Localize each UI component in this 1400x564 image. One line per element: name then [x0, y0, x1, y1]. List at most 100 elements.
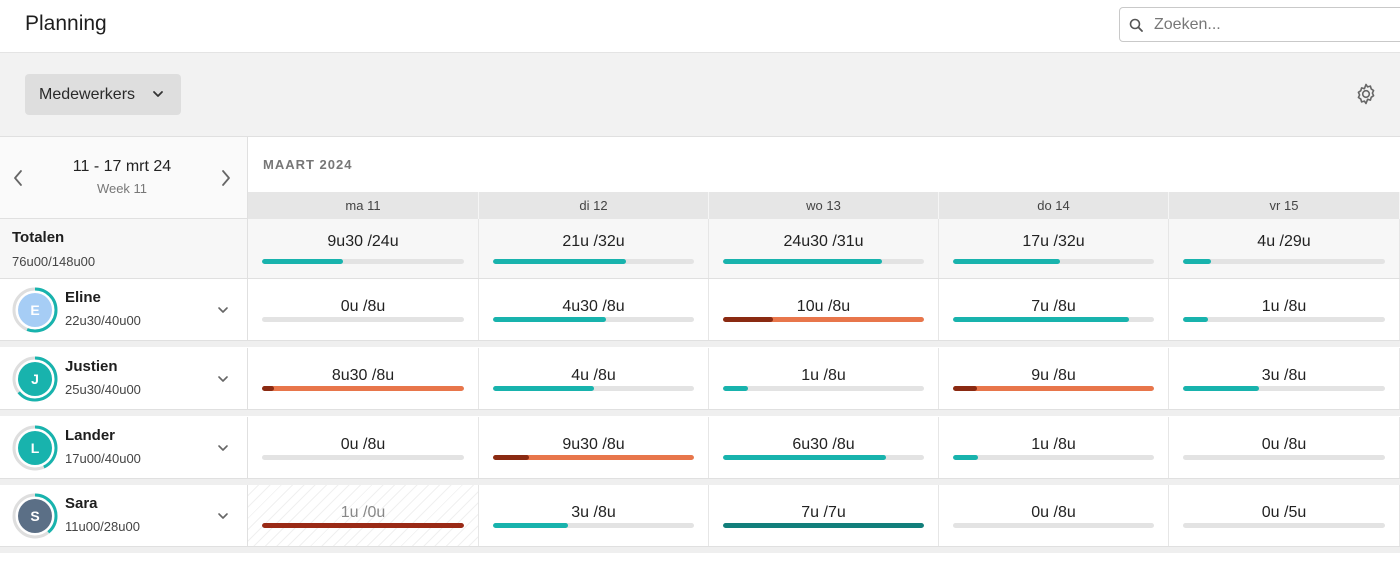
search-icon: [1129, 18, 1143, 32]
day-header: wo 13: [709, 192, 939, 219]
progress-fill: [953, 386, 1154, 391]
employee-name: Lander: [65, 427, 116, 444]
progress-fill: [723, 259, 882, 264]
avatar-circle: [18, 362, 52, 396]
row-separator: [0, 479, 1400, 485]
hours-text: 4u /8u: [571, 367, 616, 384]
toolbar: Medewerkers: [0, 53, 1400, 137]
day-cell[interactable]: 8u30 /8u: [248, 348, 479, 409]
day-cell[interactable]: 17u /32u: [939, 219, 1169, 278]
search-box[interactable]: [1119, 7, 1400, 42]
row-separator: [0, 341, 1400, 347]
progress-bar: [493, 455, 694, 460]
avatar: E: [12, 287, 58, 333]
progress-bar: [723, 386, 924, 391]
chevron-down-icon[interactable]: [217, 511, 229, 521]
day-cell[interactable]: 4u /29u: [1169, 219, 1400, 278]
day-cell[interactable]: 9u30 /24u: [248, 219, 479, 278]
avatar-ring-progress: [12, 356, 58, 402]
progress-bar: [723, 259, 924, 264]
progress-fill: [493, 317, 606, 322]
day-cell[interactable]: 10u /8u: [709, 279, 939, 340]
employee-hours: 25u30/40u00: [65, 382, 141, 397]
day-cell[interactable]: 7u /7u: [709, 485, 939, 546]
totals-row: Totalen 76u00/148u00 9u30 /24u 21u /32u 24…: [0, 219, 1400, 279]
day-cell[interactable]: 3u /8u: [1169, 348, 1400, 409]
progress-bar: [262, 523, 464, 528]
overtime-fill: [723, 317, 774, 322]
day-cell[interactable]: 3u /8u: [479, 485, 709, 546]
progress-fill: [1183, 386, 1259, 391]
day-cell[interactable]: 0u /8u: [1169, 417, 1400, 478]
overtime-fill: [493, 455, 530, 460]
chevron-down-icon[interactable]: [217, 305, 229, 315]
hours-text: 1u /8u: [1031, 436, 1076, 453]
chevron-down-icon[interactable]: [217, 374, 229, 384]
employee-row: L Lander 17u00/40u00 0u /8u 9u30 /8u 6u30 /8u…: [0, 417, 1400, 479]
overtime-fill: [953, 386, 978, 391]
employee-row: J Justien 25u30/40u00 8u30 /8u 4u /8u 1u /8u 9…: [0, 348, 1400, 410]
progress-bar: [723, 523, 924, 528]
day-cell[interactable]: 0u /8u: [939, 485, 1169, 546]
avatar: S: [12, 493, 58, 539]
progress-bar: [1183, 523, 1385, 528]
hours-text: 4u30 /8u: [562, 298, 625, 315]
progress-bar: [493, 259, 694, 264]
search-input[interactable]: [1154, 8, 1394, 41]
employee-label[interactable]: L Lander 17u00/40u00: [0, 417, 248, 478]
day-cell[interactable]: 9u /8u: [939, 348, 1169, 409]
employee-label[interactable]: S Sara 11u00/28u00: [0, 485, 248, 546]
day-cell[interactable]: 4u30 /8u: [479, 279, 709, 340]
progress-fill: [493, 259, 626, 264]
row-separator: [0, 547, 1400, 553]
progress-fill: [493, 523, 569, 528]
day-cell[interactable]: 6u30 /8u: [709, 417, 939, 478]
avatar-initial: E: [30, 302, 39, 318]
progress-fill: [1183, 317, 1209, 322]
day-cell[interactable]: 4u /8u: [479, 348, 709, 409]
progress-fill: [953, 455, 979, 460]
hours-text: 21u /32u: [562, 233, 625, 250]
employee-row: S Sara 11u00/28u00 1u /0u 3u /8u 7u /7u 0u /8u…: [0, 485, 1400, 547]
employee-label[interactable]: E Eline 22u30/40u00: [0, 279, 248, 340]
hours-text: 24u30 /31u: [783, 233, 864, 250]
hours-text: 9u /8u: [1031, 367, 1076, 384]
day-cell[interactable]: 9u30 /8u: [479, 417, 709, 478]
avatar-ring-progress: [12, 287, 58, 333]
avatar-ring-progress: [12, 425, 58, 471]
progress-bar: [493, 386, 694, 391]
day-cell[interactable]: 21u /32u: [479, 219, 709, 278]
progress-bar: [262, 259, 464, 264]
day-cell[interactable]: 1u /8u: [709, 348, 939, 409]
avatar: L: [12, 425, 58, 471]
chevron-right-icon[interactable]: [220, 169, 232, 187]
employees-filter-dropdown[interactable]: Medewerkers: [25, 74, 181, 115]
progress-bar: [953, 386, 1154, 391]
progress-bar: [1183, 259, 1385, 264]
hours-text: 17u /32u: [1022, 233, 1085, 250]
hours-text: 9u30 /24u: [327, 233, 399, 250]
progress-fill: [723, 523, 924, 528]
day-cell[interactable]: 1u /8u: [939, 417, 1169, 478]
employee-name: Sara: [65, 495, 98, 512]
day-cell[interactable]: 7u /8u: [939, 279, 1169, 340]
chevron-left-icon[interactable]: [12, 169, 24, 187]
progress-bar: [723, 455, 924, 460]
day-cell[interactable]: 24u30 /31u: [709, 219, 939, 278]
employee-label[interactable]: J Justien 25u30/40u00: [0, 348, 248, 409]
hours-text: 10u /8u: [796, 298, 851, 315]
day-header: ma 11: [248, 192, 479, 219]
employees-filter-label: Medewerkers: [39, 85, 136, 103]
day-cell[interactable]: 0u /5u: [1169, 485, 1400, 546]
progress-fill: [262, 523, 464, 528]
day-cell[interactable]: 0u /8u: [248, 417, 479, 478]
day-cell[interactable]: 0u /8u: [248, 279, 479, 340]
day-cell[interactable]: 1u /0u: [248, 485, 479, 546]
gear-icon[interactable]: [1354, 82, 1378, 106]
avatar-initial: L: [31, 440, 40, 456]
hours-text: 1u /0u: [340, 504, 386, 521]
chevron-down-icon[interactable]: [217, 443, 229, 453]
day-cell[interactable]: 1u /8u: [1169, 279, 1400, 340]
progress-fill: [262, 386, 464, 391]
day-header: vr 15: [1169, 192, 1400, 219]
